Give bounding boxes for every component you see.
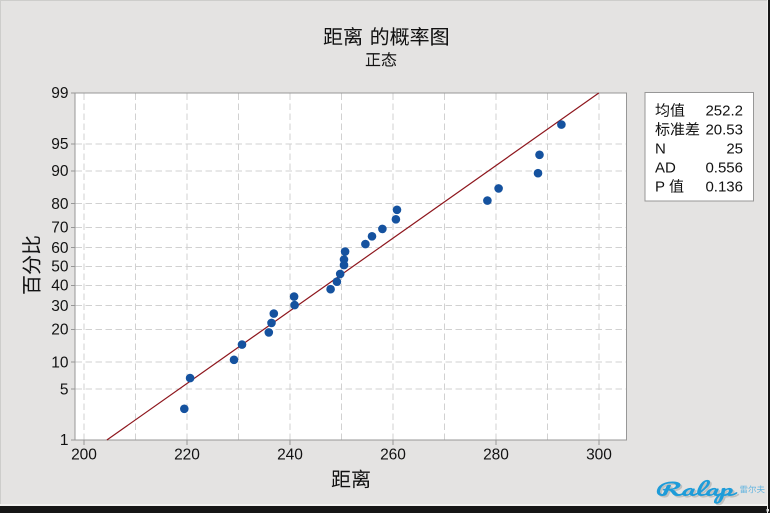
svg-text:N: N bbox=[655, 141, 666, 158]
svg-text:25: 25 bbox=[726, 141, 743, 158]
svg-text:50: 50 bbox=[51, 259, 69, 276]
svg-text:20.53: 20.53 bbox=[705, 122, 743, 139]
svg-text:40: 40 bbox=[51, 278, 69, 295]
svg-text:90: 90 bbox=[51, 163, 69, 180]
svg-text:20: 20 bbox=[51, 322, 69, 339]
svg-text:1: 1 bbox=[60, 432, 69, 449]
svg-text:200: 200 bbox=[71, 447, 97, 464]
svg-text:252.2: 252.2 bbox=[705, 103, 743, 120]
svg-text:0.136: 0.136 bbox=[705, 179, 743, 196]
svg-text:300: 300 bbox=[586, 447, 612, 464]
svg-text:80: 80 bbox=[51, 196, 69, 213]
svg-text:0.556: 0.556 bbox=[705, 160, 743, 177]
svg-text:60: 60 bbox=[51, 240, 69, 257]
svg-text:70: 70 bbox=[51, 220, 69, 237]
svg-text:240: 240 bbox=[277, 447, 303, 464]
svg-text:99: 99 bbox=[51, 85, 68, 102]
svg-text:10: 10 bbox=[51, 354, 69, 371]
svg-text:5: 5 bbox=[60, 381, 69, 398]
svg-text:220: 220 bbox=[174, 447, 200, 464]
svg-text:30: 30 bbox=[51, 298, 69, 315]
svg-text:AD: AD bbox=[655, 160, 676, 177]
svg-text:280: 280 bbox=[483, 447, 509, 464]
svg-text:260: 260 bbox=[380, 447, 406, 464]
svg-text:P: P bbox=[655, 179, 665, 196]
svg-text:95: 95 bbox=[51, 136, 68, 153]
